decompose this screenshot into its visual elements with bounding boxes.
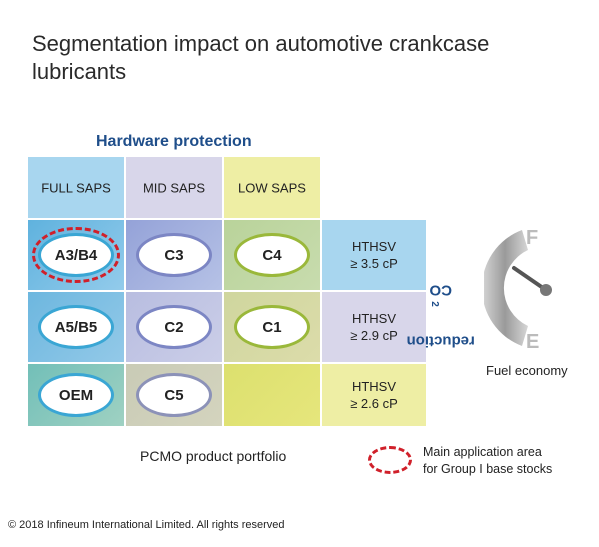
- grade-c1-oval: C1: [234, 305, 310, 349]
- cell-full-row3: OEM: [28, 364, 124, 426]
- gauge-empty-label: E: [526, 331, 539, 353]
- header-mid-saps-label: MID SAPS: [142, 180, 206, 195]
- grade-oem-oval: OEM: [38, 373, 114, 417]
- cell-mid-row2: C2: [126, 292, 222, 362]
- fuel-economy-label: Fuel economy: [486, 363, 568, 378]
- cell-low-row3: [224, 364, 320, 426]
- legend-dashed-oval-icon: [368, 446, 412, 474]
- hthsv-row1-value: ≥ 3.5 cP: [350, 256, 398, 271]
- legend-line2: for Group I base stocks: [423, 462, 553, 476]
- header-mid-saps: MID SAPS: [126, 157, 222, 218]
- legend-line1: Main application area: [423, 445, 542, 459]
- header-low-saps: LOW SAPS: [224, 157, 320, 218]
- hthsv-row2: HTHSV ≥ 2.9 cP: [322, 292, 426, 362]
- cell-full-row2: A5/B5: [28, 292, 124, 362]
- grade-c2-oval: C2: [136, 305, 212, 349]
- hthsv-row3-label: HTHSV: [351, 379, 397, 394]
- hthsv-row3: HTHSV ≥ 2.6 cP: [322, 364, 426, 426]
- grade-c5-oval: C5: [136, 373, 212, 417]
- legend-text: Main application area for Group I base s…: [423, 444, 552, 478]
- grade-c4-oval: C4: [234, 233, 310, 277]
- hthsv-row1-label: HTHSV: [351, 239, 397, 254]
- portfolio-label: PCMO product portfolio: [140, 448, 287, 464]
- grade-c3-oval: C3: [136, 233, 212, 277]
- cell-low-row2: C1: [224, 292, 320, 362]
- hthsv-row2-value: ≥ 2.9 cP: [350, 328, 398, 343]
- co2-reduction-label: CO2 reduction: [406, 281, 475, 350]
- header-full-saps: FULL SAPS: [28, 157, 124, 218]
- fuel-gauge-icon: F E: [484, 227, 552, 353]
- hthsv-row1: HTHSV ≥ 3.5 cP: [322, 220, 426, 290]
- cell-full-row1: A3/B4: [28, 220, 124, 290]
- gauge-full-label: F: [526, 227, 538, 249]
- page-title: Segmentation impact on automotive crankc…: [32, 31, 490, 84]
- hthsv-row2-label: HTHSV: [351, 311, 397, 326]
- highlight-dashed-oval: [32, 227, 120, 283]
- hthsv-row3-value: ≥ 2.6 cP: [350, 396, 398, 411]
- header-low-saps-label: LOW SAPS: [238, 180, 306, 195]
- cell-mid-row3: C5: [126, 364, 222, 426]
- hardware-protection-label: Hardware protection: [96, 133, 252, 150]
- cell-mid-row1: C3: [126, 220, 222, 290]
- cell-low-row1: C4: [224, 220, 320, 290]
- header-full-saps-label: FULL SAPS: [41, 180, 111, 195]
- grade-a5b5-oval: A5/B5: [38, 305, 114, 349]
- copyright-text: © 2018 Infineum International Limited. A…: [8, 519, 285, 531]
